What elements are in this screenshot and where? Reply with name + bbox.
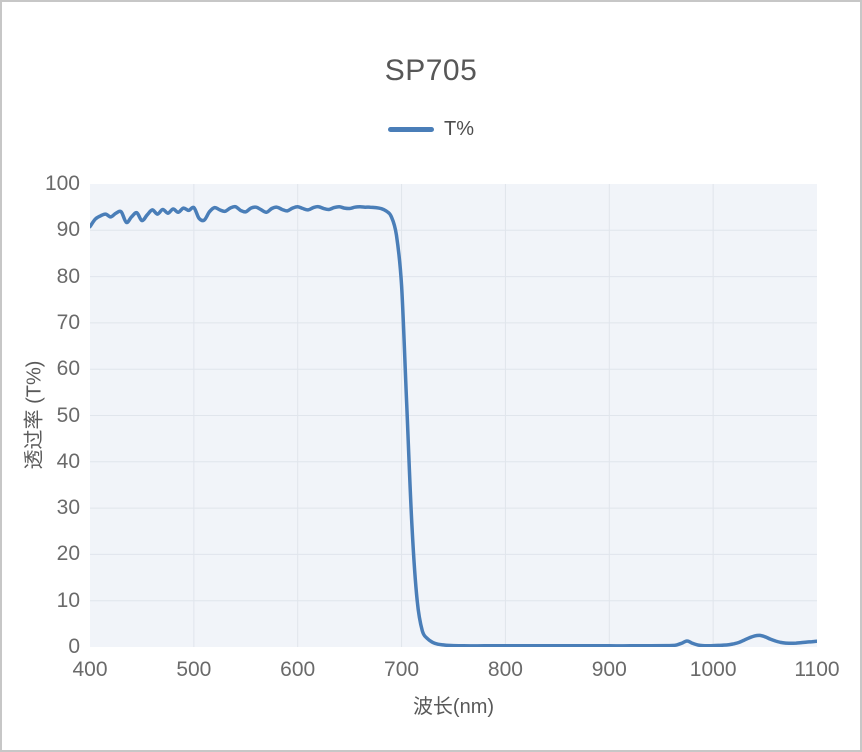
- x-tick-label: 500: [176, 658, 212, 681]
- y-tick-label: 80: [56, 264, 80, 288]
- x-tick-label: 600: [280, 658, 316, 681]
- series-line-t-: [88, 204, 819, 648]
- x-tick-label: 900: [591, 658, 627, 681]
- y-tick-label: 50: [56, 403, 80, 427]
- legend-label: T%: [444, 118, 474, 140]
- y-tick-label: 0: [68, 635, 80, 658]
- x-axis-title: 波长(nm): [412, 696, 495, 718]
- y-axis-title: 透过率 (T%): [23, 360, 46, 470]
- legend: T%: [2, 118, 860, 141]
- y-axis-tick-labels: 0 10 20 30 40 50 60 70 80 90 100: [2, 172, 80, 658]
- legend-line-marker: [388, 127, 434, 132]
- y-tick-label: 20: [56, 542, 80, 566]
- y-tick-label: 40: [56, 449, 80, 473]
- x-axis-tick-labels: 400 500 600 700 800 900 1000 1100: [72, 656, 839, 684]
- transmittance-line-chart: [88, 184, 819, 648]
- y-tick-label: 60: [56, 357, 80, 381]
- chart-title: SP705: [384, 54, 478, 87]
- y-tick-label: 70: [56, 310, 80, 334]
- x-tick-label: 1000: [689, 658, 737, 681]
- x-tick-label: 400: [72, 658, 108, 681]
- y-tick-label: 10: [56, 588, 80, 612]
- y-tick-label: 100: [44, 172, 80, 195]
- y-tick-label: 90: [56, 218, 80, 242]
- legend-item-t-percent[interactable]: T%: [388, 118, 474, 141]
- x-tick-label: 800: [487, 658, 523, 681]
- plot-area: [88, 184, 819, 648]
- x-tick-label: 700: [384, 658, 420, 681]
- x-tick-label: 1100: [794, 658, 840, 681]
- y-tick-label: 30: [56, 496, 80, 520]
